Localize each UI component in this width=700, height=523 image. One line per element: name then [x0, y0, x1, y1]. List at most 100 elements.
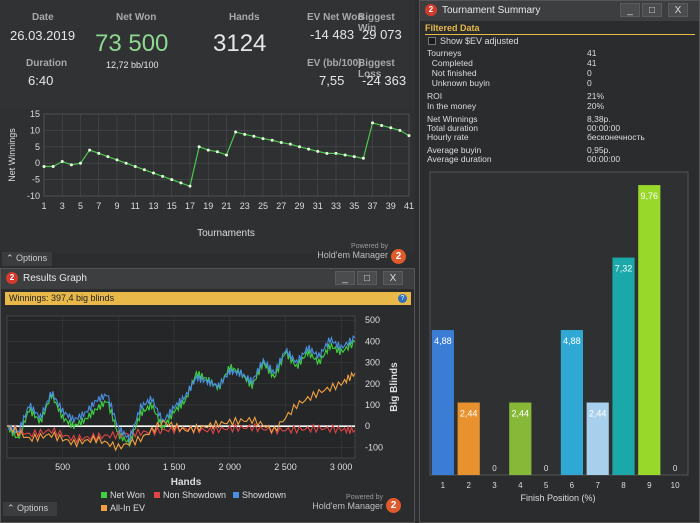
series-line-all-in-ev [6, 371, 356, 452]
bar-value-label: 0 [673, 464, 678, 473]
winnings-banner-text: Winnings: 397,4 big blinds [9, 293, 115, 303]
data-point [243, 132, 247, 136]
x-tick-label: 23 [240, 201, 250, 211]
data-point [361, 156, 365, 160]
series-line-showdown [6, 335, 356, 443]
data-point [188, 184, 192, 188]
series-line-net-won [6, 339, 356, 447]
legend-label: Showdown [242, 490, 287, 500]
y-tick-label: 10 [30, 125, 40, 135]
summary-row-value: 0 [587, 68, 592, 78]
summary-row-value: 41 [587, 58, 597, 68]
minimize-button[interactable]: _ [620, 3, 640, 17]
x-tick-label: 2 [466, 481, 471, 490]
tournament-summary-window: 2 Tournament Summary _ □ X Filtered Data… [419, 0, 700, 523]
minimize-button[interactable]: _ [335, 271, 355, 285]
close-button[interactable]: X [383, 271, 403, 285]
data-point [380, 123, 384, 127]
y-tick-label: -5 [32, 175, 40, 185]
data-point [298, 145, 301, 149]
legend-swatch [154, 492, 160, 498]
x-tick-label: 5 [544, 481, 549, 490]
hm-brand: Powered by Hold'em Manager [300, 243, 388, 260]
data-point [60, 160, 64, 164]
y-tick-label: 500 [365, 315, 380, 325]
legend-net-won[interactable]: Net Won [101, 490, 145, 500]
summary-row-value: 21% [587, 91, 605, 101]
data-point [69, 163, 73, 167]
results-graph-svg: 500 400 300 200 100 0 -100 500 1 000 1 500 2 000 2 … [6, 315, 400, 488]
x-tick-label: 13 [148, 201, 158, 211]
data-point [42, 164, 46, 168]
tournament-summary-titlebar[interactable]: 2 Tournament Summary _ □ X [420, 1, 699, 21]
bar-value-label: 2,44 [460, 409, 478, 419]
x-tick-label: 3 000 [330, 462, 353, 472]
biggest-win-value: 29 073 [362, 27, 402, 42]
x-tick-label: 29 [294, 201, 304, 211]
x-tick-label: 31 [313, 201, 323, 211]
x-tick-label: 2 000 [219, 462, 242, 472]
close-button[interactable]: X [668, 3, 688, 17]
options-label: Options [16, 253, 48, 263]
x-tick-label: 6 [570, 481, 575, 490]
brand-label: Hold'em Manager [312, 501, 383, 511]
data-point [179, 181, 183, 185]
powered-by-label: Powered by [346, 494, 383, 501]
bar [612, 257, 635, 475]
x-tick-label: 1 500 [163, 462, 186, 472]
summary-row-value: бесконечность [587, 132, 645, 142]
bar-value-label: 0 [544, 464, 549, 473]
x-tick-label: 3 [492, 481, 497, 490]
y-tick-label: 15 [30, 109, 40, 119]
x-axis-label: Hands [171, 477, 202, 488]
legend-showdown[interactable]: Showdown [233, 490, 286, 500]
data-point [261, 137, 265, 141]
net-won-value: 73 500 [95, 30, 169, 57]
data-point [389, 126, 393, 130]
hm-brand: Powered by Hold'em Manager [291, 494, 383, 511]
data-point [252, 134, 256, 138]
x-tick-label: 17 [185, 201, 195, 211]
bar [457, 402, 480, 475]
x-tick-label: 9 [114, 201, 119, 211]
options-button[interactable]: ⌃ Options [3, 502, 57, 516]
data-point [115, 158, 119, 162]
show-sev-checkbox[interactable] [428, 37, 436, 45]
summary-row-label: ROI [427, 91, 443, 101]
data-point [352, 155, 356, 159]
x-tick-label: 7 [96, 201, 101, 211]
summary-row-label: In the money [427, 101, 477, 111]
date-label: Date [32, 12, 54, 23]
finish-position-chart: 4,88 1 2,44 2 0 3 2,44 4 0 5 4,88 6 2,44 7 7,32 8 9,76 9 0… [429, 171, 689, 503]
data-point [51, 164, 55, 168]
maximize-button[interactable]: □ [642, 3, 662, 17]
summary-row-label: Net Winnings [427, 114, 478, 124]
divider [425, 34, 695, 35]
legend-label: All-In EV [110, 503, 146, 513]
options-button[interactable]: ⌃ Options [2, 252, 52, 266]
y-tick-label: 5 [35, 142, 40, 152]
chevron-up-icon: ⌃ [7, 503, 18, 513]
data-point [288, 142, 292, 146]
x-tick-label: 15 [167, 201, 177, 211]
bar [431, 330, 454, 475]
data-point [106, 155, 110, 159]
legend-non-showdown[interactable]: Non Showdown [154, 490, 226, 500]
filtered-data-title: Filtered Data [425, 23, 480, 33]
y-tick-label: 0 [365, 421, 370, 431]
summary-row-value: 00:00:00 [587, 123, 621, 133]
y-tick-label: 100 [365, 400, 380, 410]
x-tick-label: 21 [221, 201, 231, 211]
maximize-button[interactable]: □ [357, 271, 377, 285]
bar-value-label: 4,88 [434, 336, 452, 346]
legend-all-in-ev[interactable]: All-In EV [101, 503, 145, 513]
summary-row-value: 20% [587, 101, 605, 111]
data-point [343, 153, 347, 157]
net-winnings-chart: 15 10 5 0 -5 -10 1 3 5 7 9 11 13 15 17 19 21 23 25 27 29 31 33… [0, 108, 415, 266]
summary-row-label: Not finished [427, 68, 477, 78]
results-graph-titlebar[interactable]: 2 Results Graph _ □ X [1, 269, 414, 289]
ev-net-won-value: -14 483 [310, 27, 355, 42]
help-icon[interactable]: ? [398, 294, 407, 303]
